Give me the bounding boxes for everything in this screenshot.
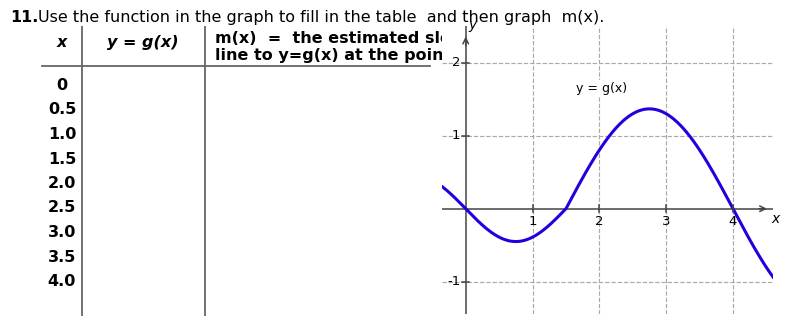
Text: y = g(x): y = g(x) <box>576 82 627 95</box>
Text: 2: 2 <box>595 214 603 228</box>
Text: 2: 2 <box>452 56 461 70</box>
Text: line to y=g(x) at the point (x,y): line to y=g(x) at the point (x,y) <box>215 48 498 63</box>
Text: 11.: 11. <box>10 10 38 25</box>
Text: 4.0: 4.0 <box>48 274 77 289</box>
Text: 1: 1 <box>452 129 461 142</box>
Text: y: y <box>469 18 477 32</box>
Text: x: x <box>57 35 67 50</box>
Text: 0.5: 0.5 <box>48 103 77 118</box>
Text: Use the function in the graph to fill in the table  and then graph  m(x).: Use the function in the graph to fill in… <box>38 10 604 25</box>
Text: -1: -1 <box>447 275 461 288</box>
Text: 3.5: 3.5 <box>48 250 77 264</box>
Text: 1.5: 1.5 <box>48 152 77 166</box>
Text: m(x)  =  the estimated slope of the tangent: m(x) = the estimated slope of the tangen… <box>215 31 610 46</box>
Text: 3: 3 <box>662 214 670 228</box>
Text: y = g(x): y = g(x) <box>107 35 179 50</box>
Text: x: x <box>771 213 780 226</box>
Text: 3.0: 3.0 <box>48 225 77 240</box>
Text: 0: 0 <box>57 78 68 93</box>
Text: 2.0: 2.0 <box>48 176 77 191</box>
Text: 4: 4 <box>728 214 737 228</box>
Text: 1: 1 <box>528 214 537 228</box>
Text: 2.5: 2.5 <box>48 201 77 215</box>
Text: 1.0: 1.0 <box>48 127 77 142</box>
